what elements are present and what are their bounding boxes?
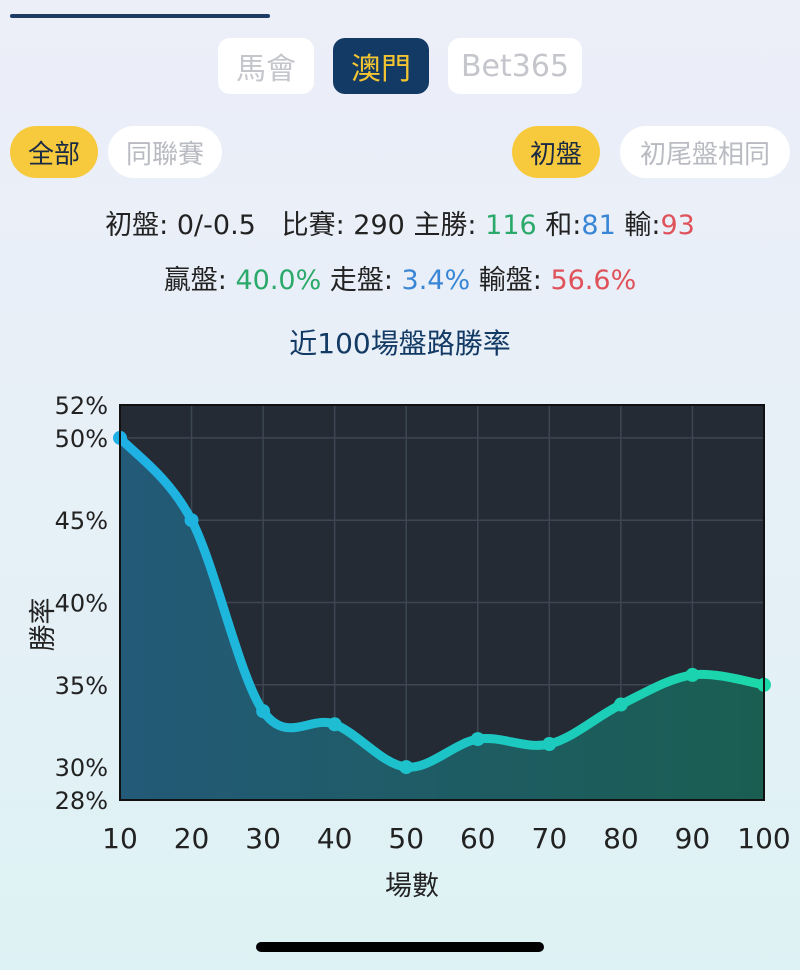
x-axis-label: 場數 [385, 871, 439, 902]
handicap-value: 0/-0.5 [176, 210, 256, 241]
win-label: 贏盤: [163, 265, 227, 296]
data-point [399, 760, 414, 775]
push-value: 3.4% [401, 265, 471, 296]
tab-macau[interactable]: 澳門 [333, 38, 429, 94]
y-tick-label: 28% [55, 787, 108, 815]
x-tick-label: 60 [460, 822, 496, 855]
y-tick-label: 35% [55, 672, 108, 700]
y-tick-label: 40% [55, 590, 108, 618]
filter-same-league[interactable]: 同聯賽 [108, 126, 222, 178]
x-tick-label: 100 [737, 822, 790, 855]
stats-line-1: 初盤: 0/-0.5 比賽: 290 主勝: 116 和:81 輸:93 [0, 203, 800, 242]
x-tick-label: 50 [388, 822, 424, 855]
x-tick-label: 40 [317, 822, 353, 855]
filter-row: 全部 同聯賽 初盤 初尾盤相同 [0, 126, 800, 178]
tab-hkjc[interactable]: 馬會 [218, 38, 314, 94]
x-tick-label: 90 [675, 822, 711, 855]
y-axis-ticks: 28% 30% 35% 40% 45% 50% 52% [55, 392, 108, 815]
home-indicator [256, 942, 544, 952]
lose-label: 輸盤: [478, 265, 542, 296]
data-point [184, 513, 199, 528]
data-point [327, 717, 342, 732]
loss-label: 輸: [624, 210, 661, 241]
x-axis-ticks: 10 20 30 40 50 60 70 80 90 100 [102, 822, 791, 855]
win-rate-chart: 28% 30% 35% 40% 45% 50% 52% 10 20 30 40 50 60 70 80 90… [28, 392, 791, 902]
home-win-value: 116 [485, 210, 537, 241]
header-underline [10, 14, 270, 18]
x-tick-label: 20 [174, 822, 210, 855]
filter-open-close-same[interactable]: 初尾盤相同 [620, 126, 790, 178]
win-value: 40.0% [235, 265, 322, 296]
x-tick-label: 10 [102, 822, 138, 855]
y-tick-label: 50% [55, 425, 108, 453]
draw-value: 81 [581, 210, 616, 241]
y-tick-label: 45% [55, 507, 108, 535]
filter-all[interactable]: 全部 [10, 126, 98, 178]
area-fill [120, 437, 764, 800]
x-tick-label: 30 [245, 822, 281, 855]
x-tick-label: 80 [603, 822, 639, 855]
filter-opening-line[interactable]: 初盤 [512, 126, 600, 178]
push-label: 走盤: [329, 265, 393, 296]
y-tick-label: 30% [55, 754, 108, 782]
source-tabs: 馬會 澳門 Bet365 [0, 38, 800, 96]
chart-title: 近100場盤路勝率 [289, 327, 511, 360]
y-tick-label: 52% [55, 392, 108, 420]
matches-label: 比賽: [281, 210, 345, 241]
data-point [256, 704, 271, 719]
data-point [470, 732, 485, 747]
data-point [613, 697, 628, 712]
stats-line-2: 贏盤: 40.0% 走盤: 3.4% 輸盤: 56.6% [0, 258, 800, 297]
y-axis-label: 勝率 [28, 598, 59, 652]
tab-bet365[interactable]: Bet365 [448, 38, 582, 94]
loss-value: 93 [660, 210, 695, 241]
matches-value: 290 [353, 210, 405, 241]
x-tick-label: 70 [532, 822, 568, 855]
data-point [685, 667, 700, 682]
plot-border [119, 404, 765, 801]
handicap-label: 初盤: [105, 210, 169, 241]
draw-label: 和: [545, 210, 582, 241]
lose-value: 56.6% [550, 265, 637, 296]
home-win-label: 主勝: [413, 210, 477, 241]
data-point [542, 737, 557, 752]
